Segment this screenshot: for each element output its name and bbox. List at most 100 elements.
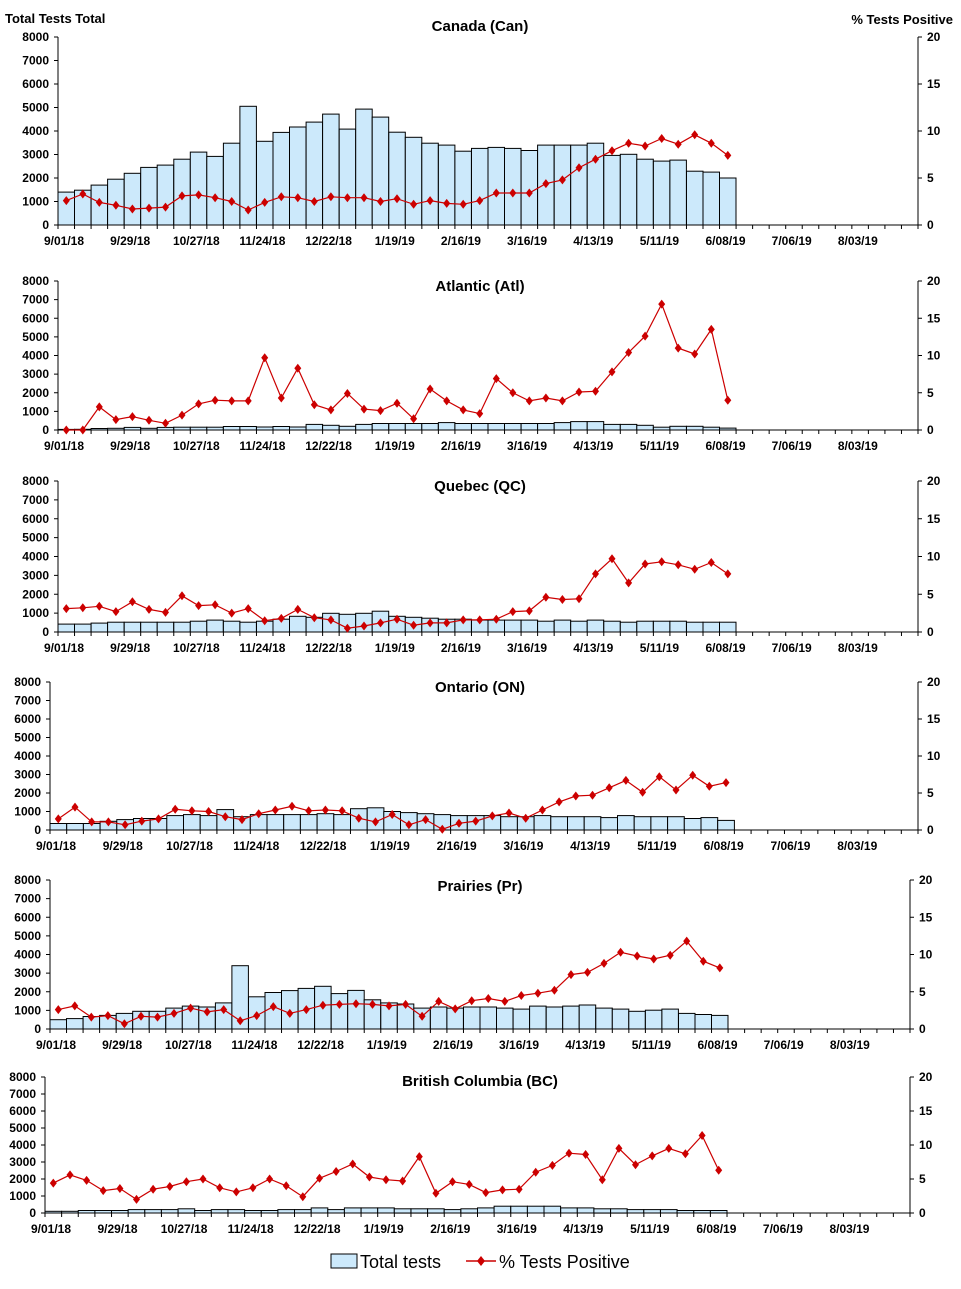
pct-positive-point xyxy=(261,353,269,363)
pct-positive-point xyxy=(672,785,680,795)
x-tick-label: 8/03/19 xyxy=(838,439,878,453)
total-tests-bar xyxy=(619,423,638,431)
pct-positive-point xyxy=(542,592,550,602)
pct-positive-point xyxy=(294,363,302,373)
right-tick-label: 5 xyxy=(927,786,934,800)
pct-positive-point xyxy=(137,1011,145,1021)
pct-positive-point xyxy=(393,194,401,204)
x-tick-label: 4/13/19 xyxy=(565,1038,605,1052)
x-tick-label: 5/11/19 xyxy=(632,1038,672,1052)
pct-positive-point xyxy=(249,1183,257,1193)
total-tests-bar xyxy=(520,423,539,431)
total-tests-bar xyxy=(239,621,257,633)
right-tick-label: 5 xyxy=(919,1172,926,1186)
left-tick-label: 7000 xyxy=(22,54,49,68)
pct-positive-point xyxy=(722,778,730,788)
left-tick-label: 4000 xyxy=(22,349,49,363)
total-tests-bar xyxy=(177,1208,196,1214)
pct-positive-point xyxy=(476,196,484,206)
pct-positive-point xyxy=(443,396,451,406)
total-tests-bar xyxy=(57,623,75,633)
right-tick-label: 15 xyxy=(927,77,941,91)
total-tests-bar xyxy=(717,819,735,831)
total-tests-bar xyxy=(504,147,522,226)
total-tests-bar xyxy=(586,421,605,431)
pct-positive-point xyxy=(195,399,203,409)
pct-positive-point xyxy=(221,812,229,822)
pct-positive-point xyxy=(294,604,302,614)
total-tests-bar xyxy=(686,170,704,226)
total-tests-bar xyxy=(189,620,208,633)
pct-positive-point xyxy=(443,198,451,208)
pct-positive-point xyxy=(432,1188,440,1198)
right-tick-label: 0 xyxy=(919,1022,926,1036)
right-tick-label: 5 xyxy=(919,985,926,999)
pct-positive-point xyxy=(707,138,715,148)
pct-positive-point xyxy=(476,409,484,419)
total-tests-bar xyxy=(576,1207,595,1214)
panel-title: Ontario (ON) xyxy=(435,679,525,696)
panel-1: Atlantic (Atl) 0 1000 2000 3000 4000 5000 6000 7… xyxy=(22,274,940,453)
pct-positive-point xyxy=(542,179,550,189)
left-tick-label: 3000 xyxy=(14,966,41,980)
total-tests-bar xyxy=(570,620,588,633)
total-tests-bar xyxy=(550,816,568,831)
pct-positive-point xyxy=(592,154,599,164)
pct-positive-point xyxy=(95,402,103,412)
x-tick-label: 3/16/19 xyxy=(499,1038,539,1052)
total-tests-bar xyxy=(471,147,489,226)
x-tick-label: 10/27/18 xyxy=(166,839,213,853)
left-tick-label: 0 xyxy=(42,423,49,437)
total-tests-bar xyxy=(652,620,671,633)
total-tests-bar xyxy=(553,144,572,226)
x-tick-label: 12/22/18 xyxy=(300,839,347,853)
pct-positive-point xyxy=(415,1152,423,1162)
pct-positive-point xyxy=(572,791,580,801)
pct-positive-point xyxy=(349,1159,357,1169)
total-tests-bar xyxy=(636,158,654,226)
pct-positive-point xyxy=(641,331,649,341)
pct-positive-point xyxy=(393,398,401,408)
pct-positive-point xyxy=(282,1181,290,1191)
total-tests-bar xyxy=(355,423,373,431)
pct-positive-point xyxy=(54,1005,62,1015)
total-tests-bar xyxy=(310,1207,329,1214)
pct-positive-point xyxy=(95,197,103,207)
pct-positive-point xyxy=(567,970,575,980)
x-tick-label: 9/29/18 xyxy=(98,1222,138,1236)
total-tests-bar xyxy=(683,818,702,831)
total-tests-bar xyxy=(322,113,340,226)
total-tests-bar xyxy=(504,423,522,431)
x-tick-label: 3/16/19 xyxy=(497,1222,537,1236)
pct-positive-point xyxy=(294,193,302,203)
right-tick-label: 0 xyxy=(927,625,934,639)
pct-positive-point xyxy=(211,395,219,405)
total-tests-bar xyxy=(140,621,158,633)
pct-positive-point xyxy=(352,999,360,1009)
x-tick-label: 11/24/18 xyxy=(228,1222,274,1236)
pct-positive-point xyxy=(705,781,713,791)
pct-positive-point xyxy=(310,613,318,623)
pct-positive-point xyxy=(592,386,599,396)
total-tests-bar xyxy=(443,1209,462,1214)
pct-positive-point xyxy=(360,193,368,203)
pct-positive-point xyxy=(724,569,732,579)
total-tests-bar xyxy=(330,993,349,1030)
pct-positive-point xyxy=(598,1175,606,1185)
x-tick-label: 10/27/18 xyxy=(173,234,220,248)
right-axis-title: % Tests Positive xyxy=(851,12,953,27)
pct-positive-point xyxy=(236,1016,244,1026)
left-tick-label: 3000 xyxy=(22,568,49,582)
total-tests-bar xyxy=(460,1208,478,1214)
left-tick-label: 8000 xyxy=(22,474,49,488)
pct-positive-point xyxy=(482,1188,490,1198)
right-tick-label: 10 xyxy=(919,1138,933,1152)
left-tick-label: 1000 xyxy=(14,1003,41,1017)
total-tests-bar xyxy=(123,621,142,633)
total-tests-bar xyxy=(545,1006,564,1030)
left-tick-label: 3000 xyxy=(9,1155,36,1169)
pct-positive-point xyxy=(410,199,418,209)
x-tick-label: 2/16/19 xyxy=(430,1222,470,1236)
left-tick-label: 5000 xyxy=(9,1121,36,1135)
pct-positive-point xyxy=(633,951,641,961)
